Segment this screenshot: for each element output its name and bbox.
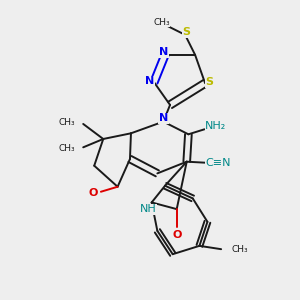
Text: N: N	[146, 76, 154, 86]
Text: CH₃: CH₃	[153, 18, 170, 27]
Text: O: O	[89, 188, 98, 198]
Text: C≡N: C≡N	[206, 158, 231, 168]
Text: NH: NH	[140, 204, 157, 214]
Text: N: N	[159, 47, 168, 57]
Text: S: S	[205, 77, 213, 87]
Text: CH₃: CH₃	[231, 245, 248, 254]
Text: NH₂: NH₂	[205, 121, 226, 131]
Text: O: O	[172, 230, 182, 240]
Text: N: N	[159, 113, 168, 123]
Text: CH₃: CH₃	[58, 145, 75, 154]
Text: S: S	[182, 27, 190, 37]
Text: CH₃: CH₃	[58, 118, 75, 127]
